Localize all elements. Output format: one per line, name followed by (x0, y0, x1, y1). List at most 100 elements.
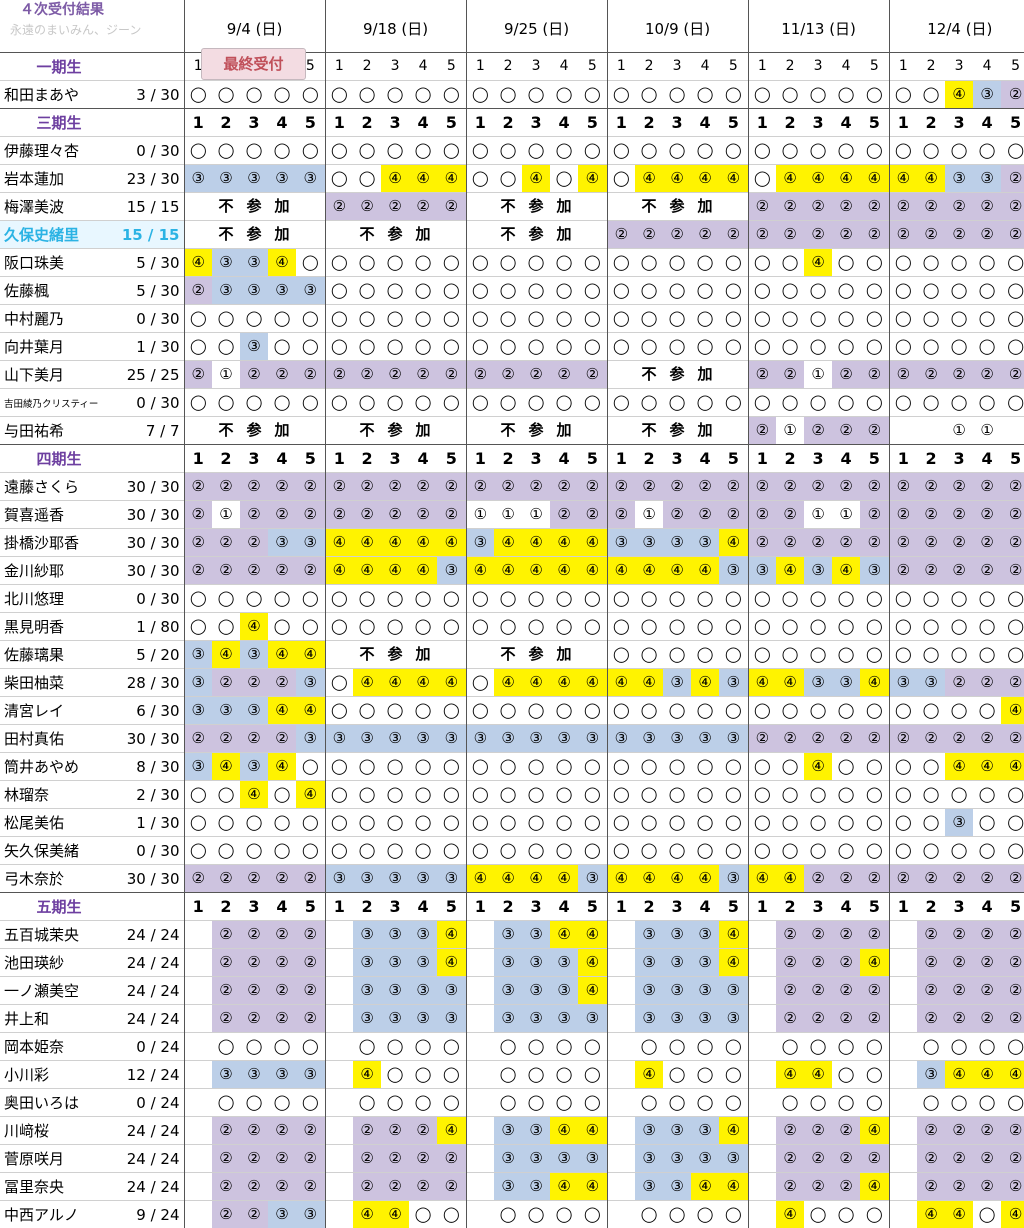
member-name: 池田瑛紗 (0, 949, 114, 977)
empty-slot (325, 221, 353, 249)
slot-mark: ④ (868, 1173, 881, 1200)
slot-mark: ④ (924, 165, 937, 192)
slot-cell: ④ (522, 529, 550, 557)
slot-cell: ② (268, 949, 296, 977)
slot-mark: ◯ (669, 277, 686, 304)
slot-mark: ◯ (866, 781, 883, 808)
slot-number: 2 (635, 53, 663, 81)
slot-cell: ② (804, 1145, 832, 1173)
slot-mark: ◯ (331, 165, 348, 192)
slot-cell: ③ (691, 1145, 719, 1173)
slot-cell: ② (776, 501, 804, 529)
slot-mark: ② (980, 1145, 993, 1172)
slot-mark: ③ (247, 249, 260, 276)
slot-cell: ◯ (663, 1061, 691, 1089)
section-label: 五期生 (0, 893, 114, 921)
slot-mark: ③ (557, 949, 570, 976)
slot-cell: ◯ (353, 585, 381, 613)
empty-slot (748, 1117, 776, 1145)
slot-cell: ◯ (325, 81, 353, 109)
slot-mark: ◯ (387, 613, 404, 640)
slot-cell: ② (691, 473, 719, 501)
slot-cell: ③ (748, 557, 776, 585)
slot-mark: ◯ (528, 1089, 545, 1116)
slot-mark: ◯ (274, 305, 291, 332)
slot-mark: ◯ (810, 585, 827, 612)
slot-cell: ③ (945, 809, 973, 837)
slot-mark: ④ (952, 1061, 965, 1088)
slot-cell: ◯ (240, 81, 268, 109)
slot-mark: ② (980, 1173, 993, 1200)
slot-mark: ◯ (472, 277, 489, 304)
slot-mark: ④ (586, 669, 599, 696)
slot-number: 1 (748, 893, 776, 921)
slot-cell: ④ (212, 753, 240, 781)
slot-cell: ④ (748, 865, 776, 893)
empty-slot (578, 417, 607, 445)
slot-number: 2 (917, 53, 945, 81)
slot-cell: ③ (522, 1005, 550, 1033)
slot-number: 4 (691, 893, 719, 921)
slot-cell: ◯ (212, 1089, 240, 1117)
slot-cell: ◯ (691, 389, 719, 417)
slot-mark: ④ (839, 165, 852, 192)
slot-mark: ◯ (556, 613, 573, 640)
slot-cell: ② (212, 1173, 240, 1201)
slot-cell: ② (466, 473, 494, 501)
member-name: 小川彩 (0, 1061, 114, 1089)
slot-mark: ◯ (697, 1033, 714, 1060)
member-count: 12 / 24 (114, 1061, 184, 1089)
slot-mark: ◯ (528, 613, 545, 640)
slot-cell: ◯ (719, 137, 748, 165)
slot-mark: ② (839, 361, 852, 388)
slot-cell: ④ (268, 753, 296, 781)
slot-cell: ④ (635, 669, 663, 697)
slot-cell: ③ (719, 977, 748, 1005)
slot-mark: ③ (529, 1173, 542, 1200)
empty-slot (184, 1061, 212, 1089)
slot-cell: ② (917, 501, 945, 529)
slot-mark: ① (811, 361, 824, 388)
slot-mark: ◯ (613, 753, 630, 780)
member-name: 遠藤さくら (0, 473, 114, 501)
slot-mark: ◯ (331, 613, 348, 640)
slot-mark: ◯ (866, 1201, 883, 1228)
slot-cell: ② (635, 221, 663, 249)
slot-mark: ◯ (274, 81, 291, 108)
slot-number: 4 (409, 445, 437, 473)
slot-cell: ③ (240, 697, 268, 725)
slot-cell: ③ (240, 641, 268, 669)
slot-mark: ③ (445, 977, 458, 1004)
slot-mark: ◯ (274, 809, 291, 836)
date-header: 9/18 (日) (325, 0, 466, 53)
slot-mark: ◯ (979, 613, 996, 640)
slot-number: 5 (1001, 445, 1024, 473)
slot-cell: ◯ (522, 837, 550, 865)
slot-mark: ② (839, 1117, 852, 1144)
slot-mark: ◯ (359, 249, 376, 276)
slot-mark: ② (839, 949, 852, 976)
slot-cell: ② (240, 1005, 268, 1033)
slot-mark: ◯ (979, 781, 996, 808)
slot-cell: ② (212, 865, 240, 893)
slot-mark: ◯ (528, 753, 545, 780)
slot-cell: ② (804, 725, 832, 753)
slot-mark: ③ (698, 1145, 711, 1172)
slot-mark: ④ (980, 753, 993, 780)
slot-cell: ◯ (550, 753, 578, 781)
slot-mark: ② (247, 1145, 260, 1172)
slot-cell: ◯ (635, 137, 663, 165)
slot-mark: ◯ (584, 305, 601, 332)
member-name: 向井葉月 (0, 333, 114, 361)
slot-cell: ② (240, 1117, 268, 1145)
slot-mark: ◯ (866, 585, 883, 612)
empty-slot (184, 1033, 212, 1061)
slot-mark: ② (980, 1005, 993, 1032)
slot-cell: ③ (437, 557, 466, 585)
slot-cell: ② (296, 361, 325, 389)
slot-cell: ◯ (889, 305, 917, 333)
slot-mark: ◯ (754, 613, 771, 640)
slot-cell: ② (296, 557, 325, 585)
